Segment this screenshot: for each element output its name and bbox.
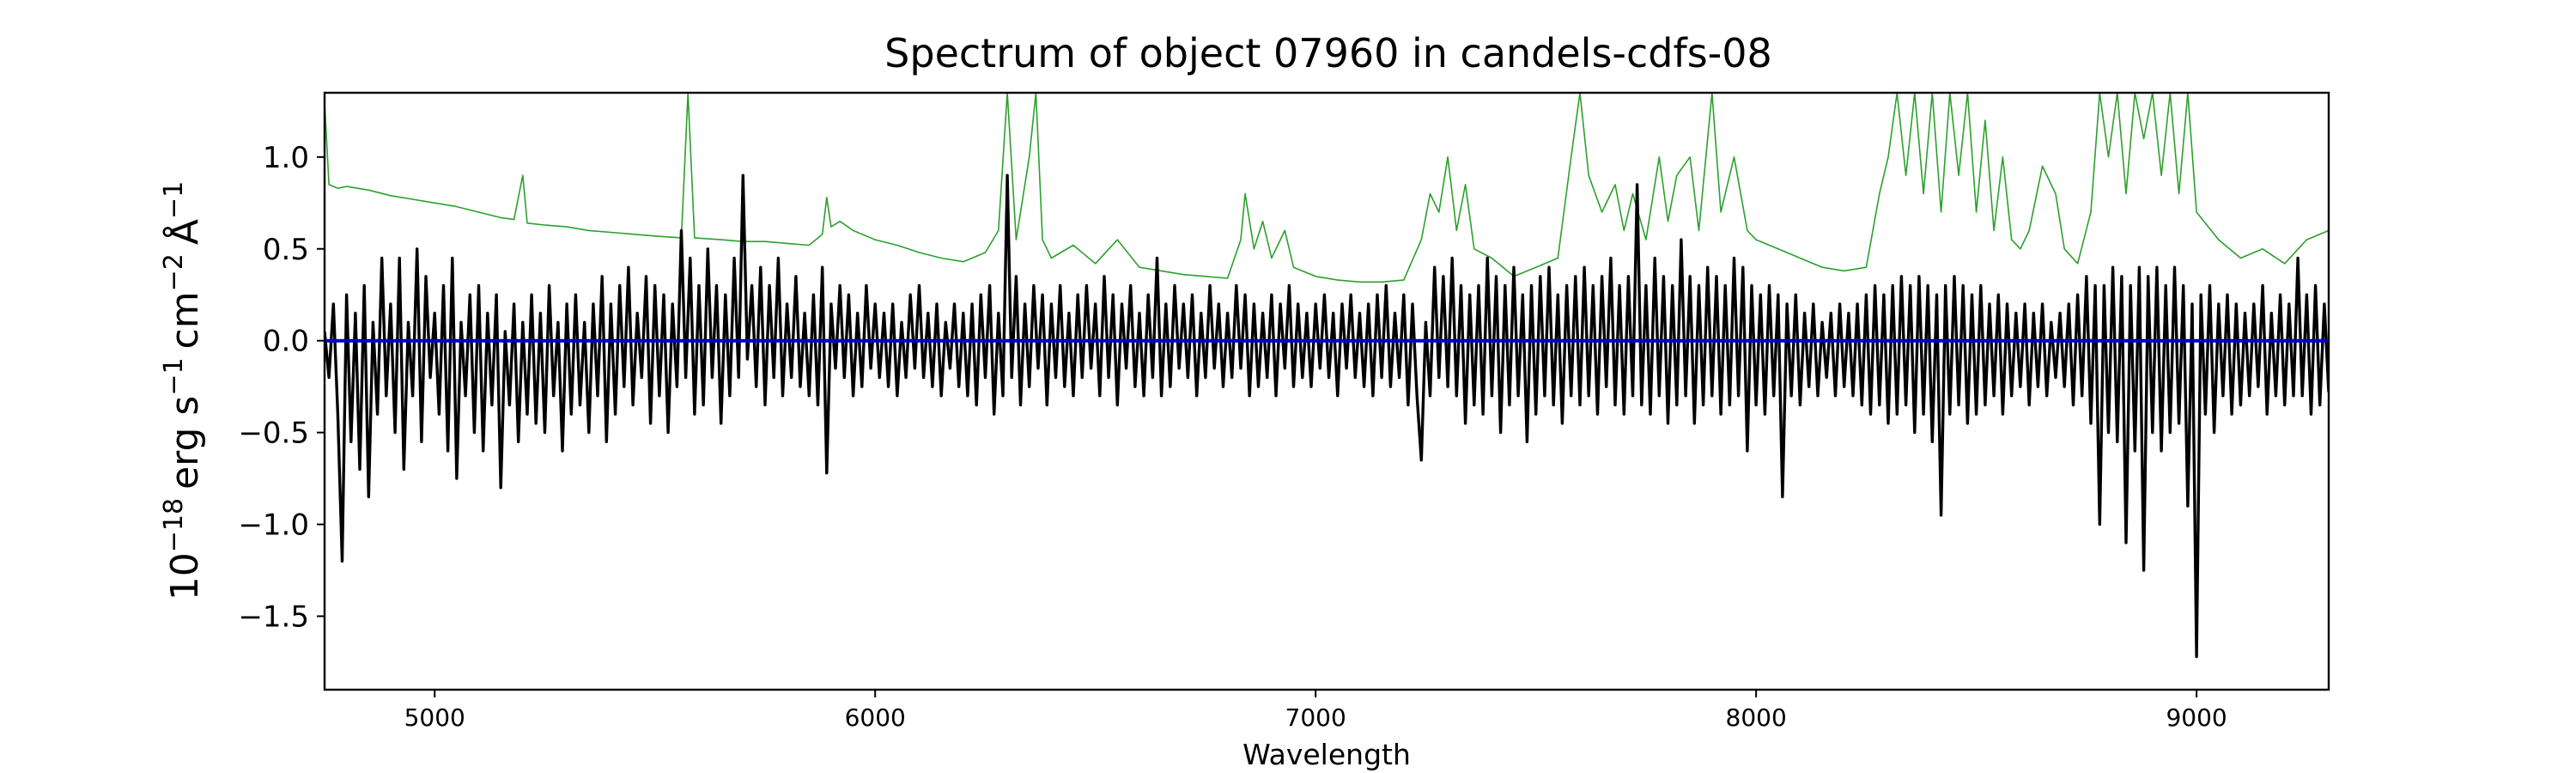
ylabel-exp-s: −1 <box>159 357 189 395</box>
y-axis-label: 10−18erg s−1cm−2Å−1 <box>159 181 207 600</box>
series-line-error <box>325 93 2329 283</box>
y-tick-label: 0.5 <box>263 233 309 267</box>
x-tick-label: 5000 <box>404 703 465 732</box>
x-tick-label: 8000 <box>1726 703 1787 732</box>
ylabel-angstrom: Å <box>161 219 207 245</box>
x-axis-label: Wavelength <box>1242 738 1411 771</box>
ylabel-erg: erg s <box>163 396 207 490</box>
y-tick-label: −1.0 <box>238 508 309 543</box>
plot-area <box>325 93 2329 659</box>
y-tick-label: 1.0 <box>263 141 309 175</box>
series-line-flux <box>325 173 2329 659</box>
plot-frame <box>323 91 2330 691</box>
x-tick-label: 6000 <box>845 703 906 732</box>
series-layer <box>325 93 2329 659</box>
chart-title: Spectrum of object 07960 in candels-cdfs… <box>884 30 1772 76</box>
ylabel-exp-a: −1 <box>159 181 189 219</box>
y-tick-label: −1.5 <box>238 600 309 634</box>
x-axis: 5000 6000 7000 8000 9000 <box>404 690 2227 732</box>
y-axis: −1.5 −1.0 −0.5 0.0 0.5 1.0 <box>238 141 325 634</box>
y-tick-label: −0.5 <box>238 417 309 451</box>
x-tick-label: 7000 <box>1285 703 1346 732</box>
ylabel-exp-base: −18 <box>159 498 189 552</box>
ylabel-base: 10 <box>163 552 207 600</box>
x-tick-label: 9000 <box>2166 703 2227 732</box>
ylabel-cm: cm <box>163 291 207 349</box>
ylabel-exp-cm: −2 <box>159 253 189 291</box>
y-tick-label: 0.0 <box>263 325 309 359</box>
